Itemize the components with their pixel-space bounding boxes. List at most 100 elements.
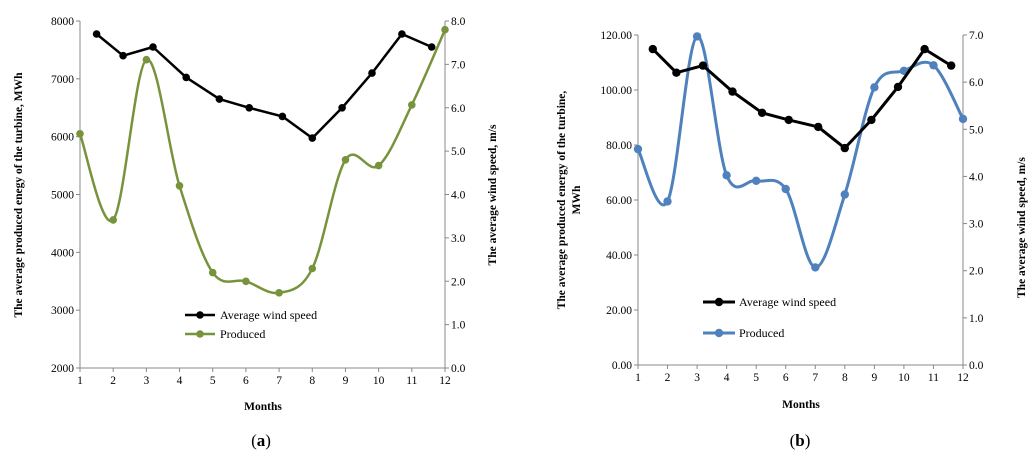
data-point-wind-a: [398, 30, 406, 38]
x-tick-label-b: 8: [842, 372, 848, 384]
right-tick-label-a: 7.0: [451, 59, 466, 71]
data-point-wind-b: [728, 87, 737, 96]
left-tick-label-a: 5000: [51, 190, 74, 202]
data-point-produced-a: [408, 101, 416, 109]
x-tick-label-a: 7: [276, 375, 282, 387]
data-point-wind-a: [278, 112, 287, 121]
data-point-wind-a: [338, 104, 346, 112]
x-axis-title-a: Months: [244, 401, 282, 413]
data-point-produced-a: [275, 289, 283, 297]
data-point-produced-a: [175, 182, 184, 190]
legend-label-wind-a: Average wind speed: [220, 308, 317, 322]
data-point-wind-a: [119, 51, 127, 60]
data-point-wind-b: [840, 143, 849, 153]
right-axis-title-b: The average wind speed, m/s: [1016, 157, 1028, 298]
left-tick-label-a: 2000: [51, 363, 74, 375]
left-tick-label-b: 0.00: [612, 360, 632, 372]
right-tick-label-b: 3.0: [969, 219, 984, 231]
right-tick-label-a: 8.0: [451, 16, 466, 28]
legend-marker-produced-b: [714, 328, 724, 338]
x-tick-label-a: 2: [110, 375, 116, 387]
data-point-produced-b: [899, 66, 909, 76]
data-point-produced-b: [870, 83, 879, 92]
data-point-produced-b: [781, 184, 790, 194]
x-tick-label-a: 8: [309, 375, 315, 387]
data-point-wind-b: [757, 108, 767, 118]
chart-panel-b: 1 2 3 4 5 6 7 8 9 10 11 120.0020.0040.0060.0080.001…: [556, 30, 1028, 450]
x-tick-label-a: 12: [439, 375, 451, 387]
right-tick-label-b: 1.0: [969, 313, 984, 325]
legend-label-produced-b: Produced: [739, 326, 784, 340]
left-axis-title-b-line2: MWh: [571, 185, 583, 214]
data-point-wind-b: [867, 115, 876, 125]
x-tick-label-b: 12: [957, 372, 969, 384]
right-tick-label-a: 0.0: [451, 363, 466, 375]
legend-label-wind-b: Average wind speed: [739, 295, 836, 309]
x-tick-label-a: 6: [243, 375, 249, 387]
data-point-wind-a: [92, 30, 101, 38]
legend-marker-wind-a: [196, 311, 204, 319]
x-tick-label-a: 3: [143, 375, 149, 387]
data-point-wind-a: [215, 95, 224, 103]
left-tick-label-a: 8000: [51, 16, 74, 28]
data-point-wind-a: [427, 43, 436, 51]
data-point-produced-a: [374, 161, 383, 170]
series-line-wind-b: [651, 47, 952, 150]
left-tick-label-a: 4000: [51, 247, 74, 259]
left-axis-title-a: The average produced enegy of the turbin…: [13, 72, 25, 318]
right-tick-label-a: 1.0: [451, 320, 466, 332]
right-tick-label-b: 2.0: [969, 266, 984, 278]
x-tick-label-b: 3: [694, 372, 700, 384]
data-point-wind-a: [308, 134, 317, 142]
data-point-wind-a: [368, 69, 376, 77]
tick-group-b: 1 2 3 4 5 6 7 8 9 10 11 120.0020.0040.0060.0080.001…: [600, 30, 983, 384]
right-tick-label-b: 7.0: [969, 30, 984, 42]
x-tick-label-a: 9: [343, 375, 349, 387]
x-tick-label-b: 2: [665, 372, 671, 384]
right-tick-label-b: 4.0: [969, 171, 984, 183]
data-point-produced-a: [208, 268, 217, 277]
data-point-produced-a: [242, 277, 250, 286]
series-group-b: [633, 32, 968, 272]
data-point-wind-b: [784, 115, 793, 125]
data-point-produced-a: [308, 264, 317, 273]
caption-a: (a): [251, 431, 271, 450]
data-point-produced-a: [142, 55, 151, 64]
right-tick-label-a: 2.0: [451, 276, 466, 288]
left-tick-label-b: 20.00: [606, 305, 632, 317]
data-point-wind-a: [245, 104, 253, 112]
x-tick-label-a: 1: [77, 375, 83, 387]
chart-panel-a: 1 2 3 4 5 6 7 8 9 10 11 122000300040005000600070008…: [13, 16, 499, 450]
x-axis-title-b: Months: [782, 399, 820, 411]
left-tick-label-b: 40.00: [606, 250, 632, 262]
legend-b: Average wind speed Produced: [703, 295, 836, 340]
data-point-produced-a: [441, 25, 449, 34]
left-tick-label-b: 80.00: [606, 140, 632, 152]
legend-label-produced-a: Produced: [220, 327, 265, 341]
data-point-wind-a: [149, 43, 157, 51]
right-tick-label-a: 6.0: [451, 103, 466, 115]
left-tick-label-b: 120.00: [600, 30, 632, 42]
x-tick-label-a: 10: [373, 375, 385, 387]
data-point-produced-b: [811, 263, 820, 272]
x-tick-label-b: 4: [724, 372, 730, 384]
right-axis-title-a: The average wind speed, m/s: [487, 124, 499, 265]
data-point-produced-a: [341, 156, 350, 164]
data-point-wind-b: [698, 61, 708, 70]
data-point-produced-b: [929, 61, 938, 70]
series-line-wind-a: [95, 32, 433, 140]
x-tick-label-a: 11: [406, 375, 417, 387]
x-tick-label-a: 5: [210, 375, 216, 387]
x-tick-label-b: 7: [812, 372, 818, 384]
data-point-wind-b: [648, 44, 657, 54]
data-point-produced-b: [958, 114, 968, 124]
x-tick-label-b: 10: [898, 372, 910, 384]
right-tick-label-b: 6.0: [969, 77, 984, 89]
left-tick-label-a: 6000: [51, 132, 74, 144]
right-tick-label-a: 4.0: [451, 190, 466, 202]
data-point-wind-b: [947, 61, 956, 70]
left-tick-label-b: 100.00: [600, 85, 632, 97]
series-group-a: [76, 25, 449, 297]
x-tick-label-a: 4: [177, 375, 183, 387]
data-point-wind-b: [893, 82, 903, 92]
